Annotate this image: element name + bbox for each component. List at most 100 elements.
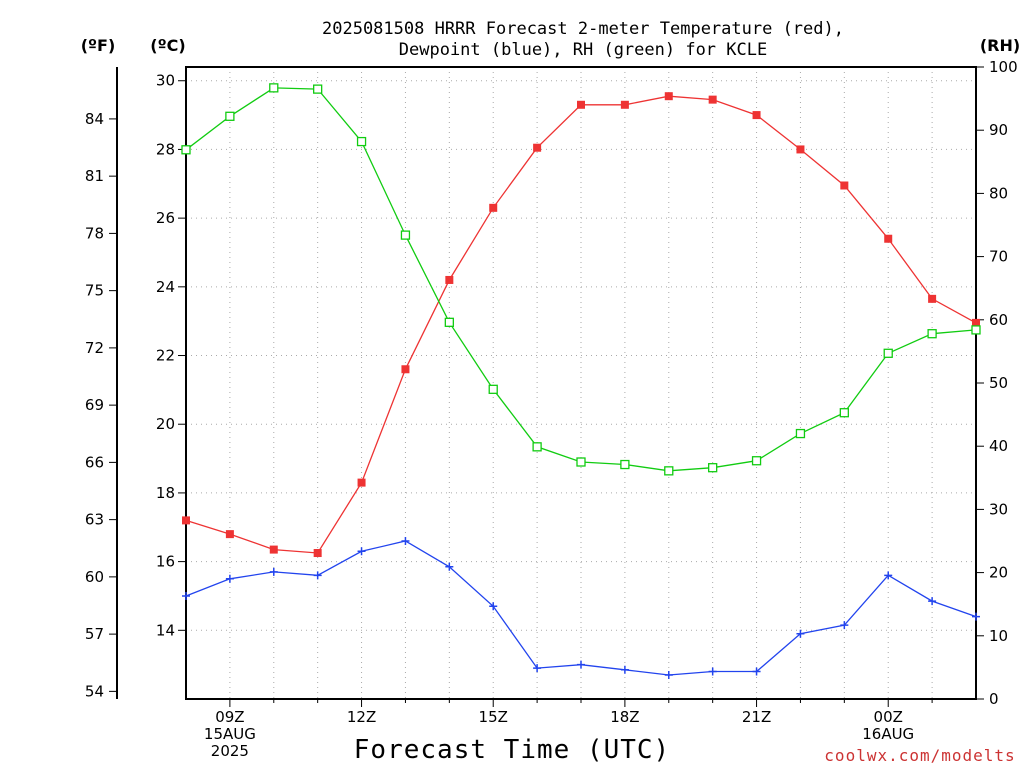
series-point-0 <box>928 294 937 303</box>
series-point-2 <box>181 145 191 155</box>
chart-title-line-2: Dewpoint (blue), RH (green) for KCLE <box>399 40 767 60</box>
grid-layer <box>186 67 976 699</box>
celsius-tick-label: 18 <box>156 484 175 502</box>
series-point-0 <box>182 516 190 525</box>
series-point-1 <box>489 602 498 611</box>
x-tick-label: 21Z <box>742 708 771 726</box>
series-point-0 <box>972 318 980 327</box>
series-point-1 <box>313 571 322 580</box>
x-tick-label: 16AUG <box>862 725 914 743</box>
series-point-2 <box>620 459 630 470</box>
series-point-0 <box>577 100 585 109</box>
celsius-tick-label: 26 <box>156 209 175 227</box>
series-point-0 <box>533 143 542 152</box>
series-point-1 <box>884 571 893 580</box>
series-point-2 <box>576 457 586 467</box>
rh-tick-label: 10 <box>989 627 1008 645</box>
series-point-2 <box>269 83 279 93</box>
series-line-0 <box>185 95 977 554</box>
fahrenheit-tick-label: 75 <box>85 282 104 300</box>
series-point-0 <box>225 530 234 539</box>
x-tick-label: 18Z <box>610 708 639 726</box>
chart-title-line-1: 2025081508 HRRR Forecast 2-meter Tempera… <box>322 19 844 39</box>
series-point-2 <box>225 111 235 121</box>
rh-tick-label: 70 <box>989 248 1008 266</box>
fahrenheit-tick-label: 63 <box>85 511 104 529</box>
series-point-2 <box>356 136 367 147</box>
rh-tick-label: 60 <box>989 311 1008 329</box>
series-point-1 <box>928 597 937 606</box>
series-point-0 <box>357 478 366 487</box>
celsius-tick-label: 16 <box>156 553 175 571</box>
series-point-2 <box>795 428 806 439</box>
fahrenheit-tick-label: 54 <box>85 682 104 700</box>
series-point-2 <box>883 348 893 358</box>
series-point-1 <box>708 667 717 676</box>
series-point-0 <box>620 100 629 109</box>
series-point-1 <box>357 547 366 556</box>
series-point-0 <box>840 181 849 190</box>
series-point-0 <box>796 145 805 154</box>
celsius-tick-label: 20 <box>156 415 175 433</box>
series-point-1 <box>577 660 585 669</box>
credit-label: coolwx.com/modelts <box>824 746 1015 765</box>
series-point-0 <box>708 95 717 104</box>
series-point-1 <box>401 537 410 545</box>
series-layer <box>181 83 981 679</box>
tick-labels-layer: 54 57 60 63 66 69 72 75 78 81 84 14 16 18 20 22 24 26 28 30… <box>85 58 1018 760</box>
series-point-2 <box>488 384 498 394</box>
rh-tick-label: 100 <box>989 58 1018 76</box>
series-point-1 <box>533 664 542 673</box>
series-point-1 <box>972 612 980 621</box>
series-point-0 <box>445 275 454 284</box>
x-tick-label: 12Z <box>347 708 376 726</box>
rh-tick-label: 0 <box>989 690 999 708</box>
rh-tick-label: 20 <box>989 564 1008 582</box>
series-point-2 <box>444 317 454 327</box>
x-tick-label: 15Z <box>479 708 508 726</box>
series-point-0 <box>313 549 322 558</box>
celsius-tick-label: 22 <box>156 347 175 365</box>
series-point-2 <box>664 466 674 476</box>
series-point-1 <box>840 621 849 630</box>
rh-tick-label: 50 <box>989 374 1008 392</box>
fahrenheit-tick-label: 69 <box>85 396 104 414</box>
fahrenheit-tick-label: 84 <box>85 110 104 128</box>
series-point-0 <box>752 111 761 120</box>
rh-tick-label: 40 <box>989 437 1008 455</box>
celsius-tick-label: 14 <box>156 621 175 639</box>
series-line-2 <box>185 87 977 472</box>
x-axis-label: Forecast Time (UTC) <box>354 735 670 765</box>
series-point-1 <box>269 567 278 576</box>
rh-unit-label: (RH) <box>980 36 1020 55</box>
rh-tick-label: 80 <box>989 184 1008 202</box>
series-point-0 <box>401 365 410 374</box>
fahrenheit-tick-label: 81 <box>85 167 104 185</box>
series-point-2 <box>927 329 937 339</box>
x-tick-label: 15AUG <box>204 725 256 743</box>
series-point-2 <box>839 408 849 418</box>
x-tick-label: 2025 <box>211 742 249 760</box>
series-point-2 <box>313 84 323 94</box>
fahrenheit-tick-label: 72 <box>85 339 104 357</box>
series-point-2 <box>971 325 981 335</box>
series-point-1 <box>796 629 805 638</box>
series-point-1 <box>445 562 454 571</box>
fahrenheit-tick-label: 78 <box>85 224 104 242</box>
series-point-0 <box>664 92 673 101</box>
x-tick-label: 00Z <box>874 708 903 726</box>
series-point-2 <box>532 442 542 452</box>
celsius-tick-label: 28 <box>156 140 175 158</box>
series-point-1 <box>225 574 234 583</box>
fahrenheit-tick-label: 66 <box>85 453 104 471</box>
series-point-2 <box>751 456 762 466</box>
x-tick-label: 09Z <box>215 708 244 726</box>
series-point-0 <box>489 203 498 212</box>
rh-tick-label: 90 <box>989 121 1008 139</box>
celsius-unit-label: (ºC) <box>150 36 185 55</box>
fahrenheit-unit-label: (ºF) <box>81 36 116 55</box>
series-point-2 <box>708 463 718 473</box>
fahrenheit-tick-label: 57 <box>85 625 104 643</box>
celsius-tick-label: 30 <box>156 72 175 90</box>
